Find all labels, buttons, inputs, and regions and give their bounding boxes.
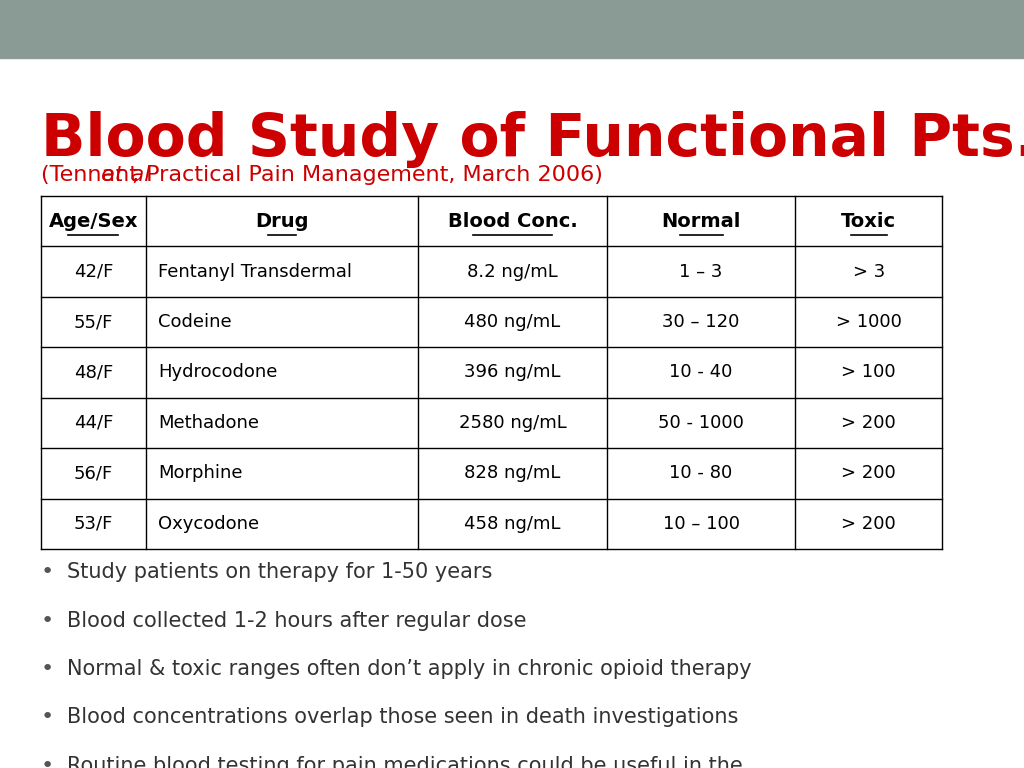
Text: Routine blood testing for pain medications could be useful in the
    event of p: Routine blood testing for pain medicatio…	[67, 756, 742, 768]
Text: Age/Sex: Age/Sex	[48, 211, 138, 230]
Text: 10 - 80: 10 - 80	[670, 465, 733, 482]
Text: 480 ng/mL: 480 ng/mL	[464, 313, 560, 331]
Text: Study patients on therapy for 1-50 years: Study patients on therapy for 1-50 years	[67, 562, 492, 582]
Text: Normal: Normal	[662, 211, 740, 230]
Text: Toxic: Toxic	[841, 211, 896, 230]
Text: 30 – 120: 30 – 120	[663, 313, 739, 331]
Text: 50 - 1000: 50 - 1000	[658, 414, 744, 432]
Text: Morphine: Morphine	[158, 465, 243, 482]
Text: Hydrocodone: Hydrocodone	[158, 363, 278, 382]
Text: •: •	[41, 562, 54, 582]
Text: 828 ng/mL: 828 ng/mL	[464, 465, 561, 482]
Text: > 200: > 200	[842, 465, 896, 482]
Bar	[0, 0, 1024, 58]
Text: > 200: > 200	[842, 515, 896, 533]
Text: 44/F: 44/F	[74, 414, 113, 432]
Text: 48/F: 48/F	[74, 363, 113, 382]
Text: > 100: > 100	[842, 363, 896, 382]
Text: Blood collected 1-2 hours after regular dose: Blood collected 1-2 hours after regular …	[67, 611, 526, 631]
Text: Fentanyl Transdermal: Fentanyl Transdermal	[158, 263, 352, 280]
Text: (Tennant: (Tennant	[41, 165, 145, 185]
Text: Drug: Drug	[255, 211, 308, 230]
Text: Codeine: Codeine	[158, 313, 231, 331]
Text: 1 – 3: 1 – 3	[679, 263, 723, 280]
Text: Blood concentrations overlap those seen in death investigations: Blood concentrations overlap those seen …	[67, 707, 738, 727]
Text: Methadone: Methadone	[158, 414, 259, 432]
Text: 458 ng/mL: 458 ng/mL	[464, 515, 561, 533]
Text: •: •	[41, 756, 54, 768]
Text: > 1000: > 1000	[836, 313, 902, 331]
Text: et al: et al	[100, 165, 151, 185]
Text: 2580 ng/mL: 2580 ng/mL	[459, 414, 566, 432]
Text: 42/F: 42/F	[74, 263, 113, 280]
Text: Oxycodone: Oxycodone	[158, 515, 259, 533]
Text: 10 – 100: 10 – 100	[663, 515, 739, 533]
Text: 56/F: 56/F	[74, 465, 113, 482]
Text: > 3: > 3	[853, 263, 885, 280]
Text: 55/F: 55/F	[74, 313, 113, 331]
Text: 8.2 ng/mL: 8.2 ng/mL	[467, 263, 558, 280]
Text: , Practical Pain Management, March 2006): , Practical Pain Management, March 2006)	[131, 165, 602, 185]
Text: 53/F: 53/F	[74, 515, 113, 533]
Text: Normal & toxic ranges often don’t apply in chronic opioid therapy: Normal & toxic ranges often don’t apply …	[67, 659, 752, 679]
Text: 396 ng/mL: 396 ng/mL	[464, 363, 561, 382]
Text: •: •	[41, 659, 54, 679]
Text: Blood Conc.: Blood Conc.	[447, 211, 578, 230]
Text: Blood Study of Functional Pts.: Blood Study of Functional Pts.	[41, 111, 1024, 168]
Text: > 200: > 200	[842, 414, 896, 432]
Text: •: •	[41, 707, 54, 727]
Text: 10 - 40: 10 - 40	[670, 363, 733, 382]
Text: •: •	[41, 611, 54, 631]
